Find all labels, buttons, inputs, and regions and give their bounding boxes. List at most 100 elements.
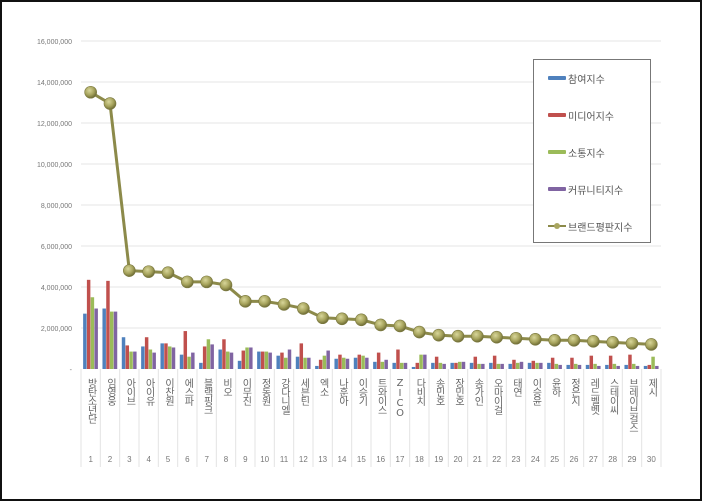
bar	[527, 362, 532, 369]
bar	[338, 354, 342, 369]
bar	[110, 311, 114, 369]
x-category-label: 블랙핑크	[201, 378, 213, 414]
x-category-label: 에스파	[182, 378, 194, 407]
bar	[585, 364, 590, 369]
bar	[628, 354, 632, 369]
bar	[94, 308, 98, 369]
bar	[373, 361, 377, 369]
bar	[535, 362, 539, 369]
x-rank-label: 12	[299, 455, 308, 464]
line-marker	[161, 266, 175, 279]
x-rank-label: 13	[318, 455, 327, 464]
x-rank-label: 17	[396, 455, 405, 464]
bar	[589, 355, 594, 369]
x-rank-label: 18	[415, 455, 424, 464]
bar	[593, 363, 597, 369]
bar	[411, 366, 416, 369]
bar	[450, 362, 454, 369]
bar	[570, 357, 574, 369]
bar	[431, 362, 435, 369]
line-marker	[529, 332, 542, 346]
legend-swatch-purple	[548, 187, 566, 191]
x-rank-label: 5	[166, 455, 171, 464]
x-rank-label: 2	[108, 455, 113, 464]
x-rank-label: 30	[647, 455, 656, 464]
bar	[554, 363, 559, 369]
bar	[318, 359, 323, 369]
x-category-label: 비오	[221, 378, 233, 396]
y-tick-label: 4,000,000	[41, 285, 72, 292]
bar	[419, 354, 423, 369]
line-marker	[84, 85, 97, 99]
bar	[164, 343, 168, 369]
bar	[384, 359, 388, 369]
bar	[284, 357, 288, 369]
bar	[380, 361, 385, 369]
line-marker	[219, 278, 233, 292]
x-category-label: 제시	[646, 378, 658, 397]
bar	[442, 363, 446, 369]
x-category-label: 태연	[511, 378, 523, 397]
legend-line-marker-icon	[548, 222, 566, 230]
line-marker	[509, 331, 523, 345]
x-rank-label: 26	[570, 455, 579, 464]
legend-label: 소통지수	[568, 148, 605, 160]
bar	[547, 362, 551, 369]
line-marker	[490, 330, 503, 344]
x-rank-label: 25	[550, 455, 559, 464]
bar	[326, 350, 330, 369]
bar	[237, 360, 242, 369]
x-category-label: 정동원	[259, 378, 271, 406]
bar	[566, 364, 570, 369]
bar	[458, 361, 462, 369]
bar	[106, 280, 110, 369]
legend-swatch-red	[548, 113, 566, 117]
line-marker	[393, 319, 407, 333]
bar	[605, 364, 609, 369]
bar	[512, 359, 516, 369]
bar	[616, 365, 620, 369]
bar	[461, 361, 466, 369]
line-marker	[103, 97, 117, 110]
line-marker	[374, 318, 387, 332]
bar	[152, 352, 156, 369]
bar	[423, 354, 427, 369]
line-marker	[587, 335, 600, 348]
x-category-label: 정은지	[569, 378, 581, 407]
x-category-label: 브레이브걸스	[627, 378, 639, 432]
bar	[632, 363, 636, 369]
y-tick-label: 14,000,000	[37, 80, 72, 87]
y-tick-label: 16,000,000	[37, 39, 72, 46]
x-category-label: 이승윤	[530, 378, 542, 406]
y-tick-label: 2,000,000	[41, 326, 72, 333]
bar	[303, 357, 307, 369]
bar	[222, 339, 226, 369]
bar	[577, 364, 582, 369]
bar	[558, 364, 562, 369]
x-rank-label: 22	[492, 455, 501, 464]
x-rank-label: 29	[628, 455, 637, 464]
bar	[400, 362, 404, 369]
x-rank-label: 28	[608, 455, 617, 464]
y-tick-label: 12,000,000	[37, 121, 72, 128]
bar	[519, 361, 524, 369]
bar	[121, 337, 126, 369]
bar	[496, 363, 501, 369]
x-category-label: 세븐틴	[298, 378, 310, 406]
bar	[86, 279, 91, 369]
x-category-label: 스테이씨	[607, 378, 619, 415]
bar	[307, 357, 311, 369]
x-rank-label: 7	[204, 455, 209, 464]
line-marker	[567, 333, 581, 347]
x-category-label: 송민호	[433, 378, 445, 405]
bar	[322, 355, 327, 369]
bar	[229, 352, 234, 369]
bar	[415, 362, 420, 369]
bar	[357, 354, 362, 369]
bar	[276, 355, 280, 369]
x-rank-label: 9	[243, 455, 248, 464]
y-tick-label: -	[70, 367, 73, 374]
bar	[187, 356, 191, 369]
bar	[481, 363, 485, 369]
bar	[516, 362, 520, 369]
